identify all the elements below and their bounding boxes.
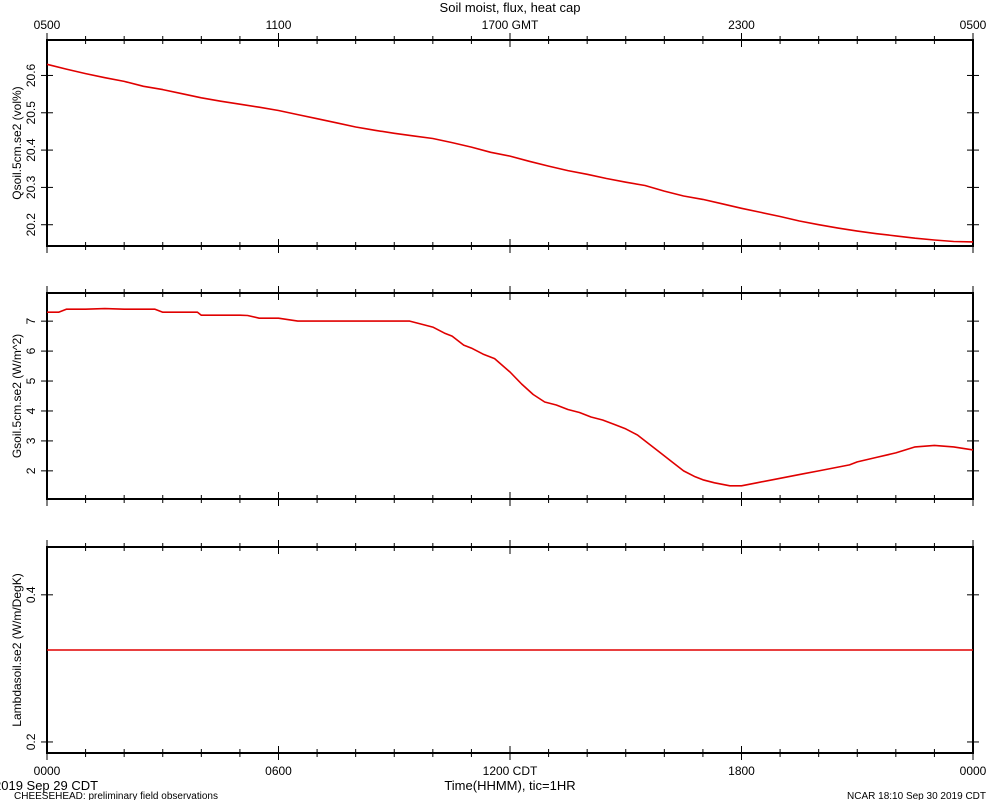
y-tick-label: 6 xyxy=(24,347,38,354)
y-tick-label: 5 xyxy=(24,377,38,384)
series-line xyxy=(47,307,974,487)
y-tick-label: 20.2 xyxy=(24,213,38,237)
y-tick-label: 0.4 xyxy=(24,586,38,603)
footer-left: CHEESEHEAD: preliminary field observatio… xyxy=(14,791,218,800)
footer-right: NCAR 18:10 Sep 30 2019 CDT xyxy=(847,791,986,800)
bottom-axis-label: 0000 xyxy=(960,764,987,778)
y-tick-label: 20.3 xyxy=(24,175,38,199)
y-tick-label: 20.4 xyxy=(24,138,38,162)
bottom-axis-label: 0000 xyxy=(34,764,61,778)
y-tick-label: 7 xyxy=(24,317,38,324)
y-axis-label: Lambdasoil.se2 (W/m/DegK) xyxy=(10,573,24,726)
top-axis-label: 1700 GMT xyxy=(482,18,539,32)
top-axis-label: 2300 xyxy=(728,18,755,32)
top-axis-label: 1100 xyxy=(266,18,292,32)
y-axis-label: Gsoil.5cm.se2 (W/m^2) xyxy=(10,334,24,458)
y-tick-label: 2 xyxy=(24,467,38,474)
chart-title: Soil moist, flux, heat cap xyxy=(440,0,581,15)
y-tick-label: 3 xyxy=(24,437,38,444)
bottom-axis-label: 0600 xyxy=(265,764,292,778)
y-tick-label: 0.2 xyxy=(24,733,38,750)
top-axis-label: 0500 xyxy=(34,18,61,32)
y-tick-label: 4 xyxy=(24,407,38,414)
bottom-axis-label: 1200 CDT xyxy=(483,764,538,778)
panel-2: 2 3 4 5 6 7 Gsoil.5cm.se2 (W/m^2) xyxy=(10,286,979,506)
start-date-label: 2019 Sep 29 CDT xyxy=(0,778,98,793)
y-tick-label: 20.6 xyxy=(24,63,38,87)
y-tick-label: 20.5 xyxy=(24,101,38,125)
series-line xyxy=(46,63,974,243)
plot-frame xyxy=(46,39,974,247)
x-axis-label: Time(HHMM), tic=1HR xyxy=(444,778,575,793)
bottom-axis-label: 1800 xyxy=(728,764,755,778)
top-axis-label: 0500 xyxy=(960,18,987,32)
y-axis-label: Qsoil.5cm.se2 (vol%) xyxy=(10,86,24,199)
